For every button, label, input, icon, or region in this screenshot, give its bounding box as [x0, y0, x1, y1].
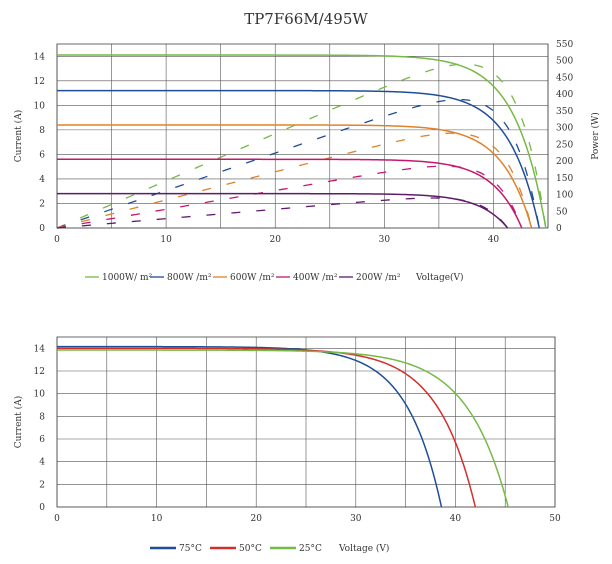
iv-curve — [57, 345, 443, 508]
y-tick-label: 14 — [34, 344, 46, 354]
y2-tick-label: 450 — [556, 73, 573, 83]
y-tick-label: 10 — [34, 101, 46, 111]
y2-tick-label: 50 — [556, 207, 568, 217]
x-axis-label: Voltage (V) — [338, 543, 389, 554]
y2-tick-label: 100 — [556, 191, 573, 201]
y-tick-label: 6 — [39, 150, 45, 160]
y-axis-label: Current (A) — [13, 396, 24, 448]
y-tick-label: 0 — [39, 224, 45, 234]
x-tick-label: 40 — [488, 235, 500, 245]
x-tick-label: 50 — [549, 514, 561, 524]
y-axis-label: Current (A) — [13, 110, 24, 162]
y2-tick-label: 0 — [556, 224, 562, 234]
page-title: TP7F66M/495W — [244, 10, 368, 28]
legend-label: 25°C — [299, 544, 322, 554]
y2-tick-label: 550 — [556, 40, 573, 50]
y2-tick-label: 500 — [556, 57, 573, 67]
x-tick-label: 0 — [54, 514, 60, 524]
x-tick-label: 10 — [151, 514, 163, 524]
y-tick-label: 8 — [39, 126, 45, 136]
x-tick-label: 30 — [379, 235, 391, 245]
iv-curve — [57, 349, 509, 508]
iv-curve — [57, 54, 547, 229]
legend-label: 75°C — [179, 544, 202, 554]
pv-curve — [56, 132, 533, 229]
y2-tick-label: 150 — [556, 174, 573, 184]
x-tick-label: 40 — [450, 514, 462, 524]
pv-curve — [56, 98, 540, 229]
iv-curve — [57, 124, 533, 229]
y-tick-label: 4 — [39, 458, 45, 468]
y2-tick-label: 350 — [556, 107, 573, 117]
x-tick-label: 20 — [269, 235, 281, 245]
legend-label: 600W /m² — [230, 273, 275, 283]
x-axis-label: Voltage(V) — [415, 272, 464, 283]
iv-curve — [57, 347, 477, 508]
legend-label: 50°C — [239, 544, 262, 554]
x-tick-label: 10 — [160, 235, 172, 245]
pv-curve — [56, 197, 509, 229]
y-tick-label: 14 — [34, 52, 46, 62]
y2-tick-label: 300 — [556, 124, 573, 134]
iv-curve — [57, 89, 541, 229]
x-tick-label: 30 — [350, 514, 362, 524]
plot-frame — [56, 336, 556, 508]
iv-curve — [57, 158, 523, 229]
legend-label: 200W /m² — [356, 273, 401, 283]
y2-tick-label: 200 — [556, 157, 573, 167]
y-tick-label: 0 — [39, 503, 45, 513]
y-tick-label: 2 — [39, 480, 45, 490]
legend-label: 1000W/ m² — [102, 273, 153, 283]
y2-tick-label: 250 — [556, 140, 573, 150]
x-tick-label: 20 — [250, 514, 262, 524]
y-tick-label: 6 — [39, 435, 45, 445]
legend-label: 800W /m² — [167, 273, 212, 283]
legend-label: 400W /m² — [293, 273, 338, 283]
y-tick-label: 2 — [39, 199, 45, 209]
temperature-chart: 0 10 20 30 40 50 0 2 4 6 8 10 12 14 Current (A) 75°C 50°… — [13, 336, 561, 554]
irradiance-chart: 0 10 20 30 400246810121405010015020025030035… — [13, 40, 601, 283]
iv-curve — [57, 192, 509, 229]
y-tick-label: 12 — [34, 77, 45, 87]
y2-tick-label: 400 — [556, 90, 573, 100]
pv-curve — [56, 165, 523, 229]
y-tick-label: 12 — [34, 367, 45, 377]
y2-axis-label: Power (W) — [590, 112, 601, 160]
y-tick-label: 4 — [39, 175, 45, 185]
y-tick-label: 10 — [34, 390, 46, 400]
plot-frame — [56, 43, 549, 229]
x-tick-label: 0 — [54, 235, 60, 245]
y-tick-label: 8 — [39, 412, 45, 422]
